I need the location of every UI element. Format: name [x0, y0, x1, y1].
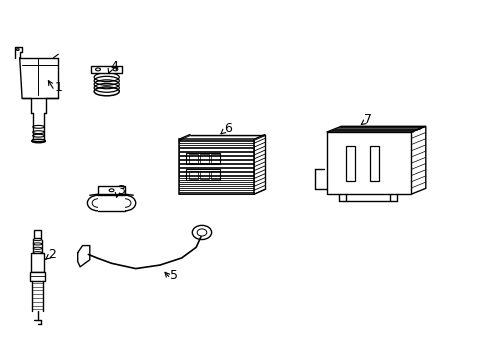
Bar: [186, 170, 220, 180]
Bar: [179, 156, 254, 159]
Bar: [98, 186, 124, 194]
Bar: [200, 154, 209, 163]
Bar: [98, 195, 125, 211]
Bar: [369, 147, 378, 180]
Bar: [34, 230, 41, 238]
Text: 3: 3: [117, 184, 125, 197]
Text: 6: 6: [223, 122, 231, 135]
Text: 4: 4: [110, 60, 118, 73]
Circle shape: [87, 195, 108, 211]
Bar: [211, 171, 220, 179]
Text: 1: 1: [54, 81, 62, 94]
Bar: [179, 168, 254, 171]
Bar: [179, 148, 254, 151]
Bar: [179, 141, 254, 143]
Circle shape: [114, 195, 136, 211]
Bar: [30, 272, 45, 281]
Polygon shape: [326, 126, 425, 132]
Bar: [179, 184, 254, 186]
Bar: [179, 172, 254, 175]
Text: 5: 5: [170, 269, 178, 282]
Bar: [179, 160, 254, 163]
Bar: [179, 180, 254, 183]
Bar: [179, 188, 254, 190]
Bar: [186, 153, 220, 164]
Bar: [326, 132, 410, 194]
Bar: [179, 192, 254, 194]
Bar: [188, 154, 198, 163]
Bar: [346, 147, 354, 180]
Text: 2: 2: [48, 248, 56, 261]
Bar: [179, 152, 254, 155]
Bar: [211, 154, 220, 163]
Bar: [91, 66, 122, 73]
Bar: [200, 171, 209, 179]
Bar: [179, 139, 254, 194]
Circle shape: [192, 225, 211, 239]
Polygon shape: [410, 126, 425, 194]
Bar: [31, 253, 44, 272]
Bar: [179, 176, 254, 179]
Bar: [188, 171, 198, 179]
Bar: [179, 144, 254, 147]
Bar: [179, 164, 254, 167]
Text: 7: 7: [363, 113, 371, 126]
